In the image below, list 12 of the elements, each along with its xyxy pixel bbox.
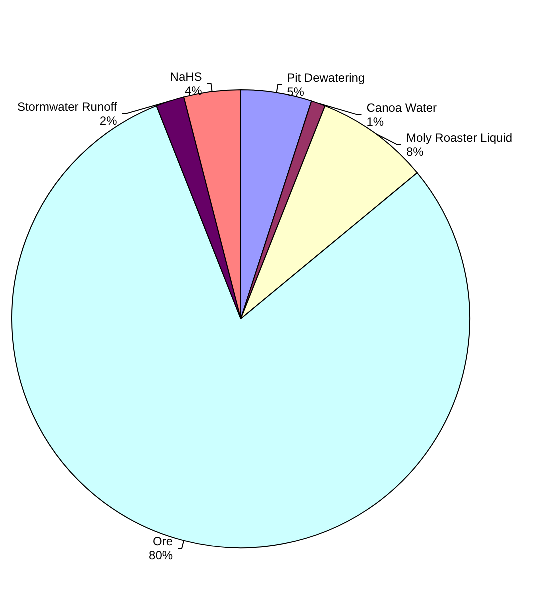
data-label: 5% <box>287 84 305 99</box>
slice-label: Ore <box>153 534 174 549</box>
slice-label: Stormwater Runoff <box>17 100 118 114</box>
data-label: 4% <box>184 84 203 98</box>
slice-label: Canoa Water <box>366 100 438 115</box>
data-label: 80% <box>149 548 174 563</box>
slice-label: Pit Dewatering <box>287 70 366 85</box>
data-label: 1% <box>366 114 384 129</box>
slice-label: Moly Roaster Liquid <box>406 130 513 145</box>
data-label: 8% <box>406 144 424 159</box>
data-label: 2% <box>100 114 118 128</box>
slice-label: NaHS <box>170 70 202 84</box>
